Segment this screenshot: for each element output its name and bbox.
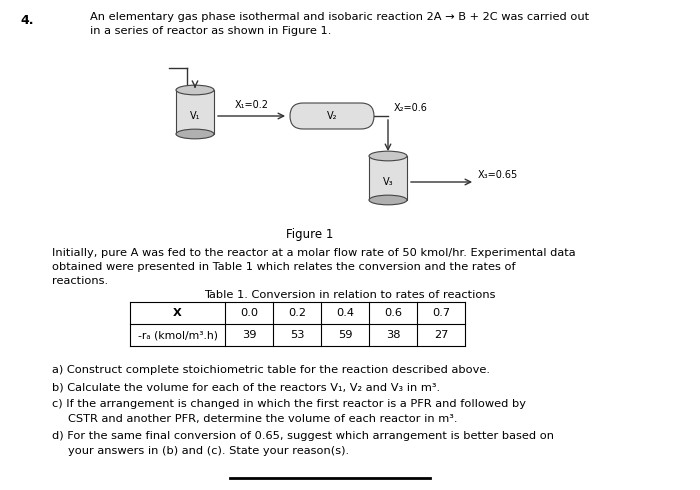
Text: 4.: 4. xyxy=(20,14,34,27)
Text: 38: 38 xyxy=(386,330,400,340)
Text: V₂: V₂ xyxy=(327,111,337,121)
Text: 0.2: 0.2 xyxy=(288,308,306,318)
Text: b) Calculate the volume for each of the reactors V₁, V₂ and V₃ in m³.: b) Calculate the volume for each of the … xyxy=(52,382,440,392)
Ellipse shape xyxy=(176,129,214,139)
Text: Table 1. Conversion in relation to rates of reactions: Table 1. Conversion in relation to rates… xyxy=(204,290,496,300)
Text: 27: 27 xyxy=(434,330,448,340)
Text: -rₐ (kmol/m³.h): -rₐ (kmol/m³.h) xyxy=(137,330,218,340)
Text: in a series of reactor as shown in Figure 1.: in a series of reactor as shown in Figur… xyxy=(90,26,331,36)
Text: 0.6: 0.6 xyxy=(384,308,402,318)
Text: X₃=0.65: X₃=0.65 xyxy=(478,170,518,180)
Text: obtained were presented in Table 1 which relates the conversion and the rates of: obtained were presented in Table 1 which… xyxy=(52,262,516,272)
FancyBboxPatch shape xyxy=(290,103,374,129)
Text: V₁: V₁ xyxy=(190,111,200,121)
Text: d) For the same final conversion of 0.65, suggest which arrangement is better ba: d) For the same final conversion of 0.65… xyxy=(52,431,554,441)
Text: a) Construct complete stoichiometric table for the reaction described above.: a) Construct complete stoichiometric tab… xyxy=(52,365,490,375)
Text: An elementary gas phase isothermal and isobaric reaction 2A → B + 2C was carried: An elementary gas phase isothermal and i… xyxy=(90,12,589,22)
Bar xyxy=(369,156,407,200)
Text: 59: 59 xyxy=(337,330,352,340)
Text: reactions.: reactions. xyxy=(52,276,108,286)
Text: Figure 1: Figure 1 xyxy=(286,228,334,241)
Text: CSTR and another PFR, determine the volume of each reactor in m³.: CSTR and another PFR, determine the volu… xyxy=(68,414,458,424)
Text: V₃: V₃ xyxy=(383,177,393,187)
Text: Initially, pure A was fed to the reactor at a molar flow rate of 50 kmol/hr. Exp: Initially, pure A was fed to the reactor… xyxy=(52,248,575,258)
Text: 0.4: 0.4 xyxy=(336,308,354,318)
Text: 53: 53 xyxy=(290,330,304,340)
Ellipse shape xyxy=(369,151,407,161)
Text: your answers in (b) and (c). State your reason(s).: your answers in (b) and (c). State your … xyxy=(68,446,349,456)
Text: X₁=0.2: X₁=0.2 xyxy=(235,100,269,110)
Text: c) If the arrangement is changed in which the first reactor is a PFR and followe: c) If the arrangement is changed in whic… xyxy=(52,399,526,409)
Ellipse shape xyxy=(176,85,214,95)
Bar xyxy=(176,90,214,134)
Text: 0.0: 0.0 xyxy=(240,308,258,318)
Ellipse shape xyxy=(369,195,407,205)
Text: X₂=0.6: X₂=0.6 xyxy=(394,103,428,113)
Text: 0.7: 0.7 xyxy=(432,308,450,318)
Text: X: X xyxy=(173,308,182,318)
Text: 39: 39 xyxy=(241,330,256,340)
